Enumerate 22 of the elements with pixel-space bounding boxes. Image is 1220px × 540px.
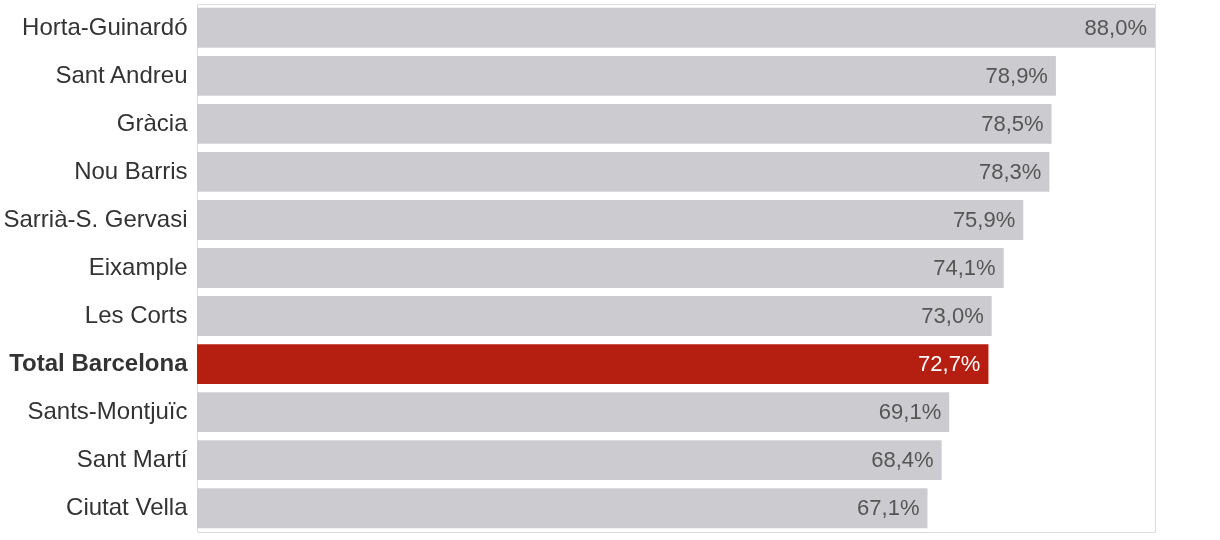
data-label: 69,1% bbox=[878, 399, 942, 425]
y-tick-label: Sarrià-S. Gervasi bbox=[3, 204, 188, 232]
data-label: 75,9% bbox=[952, 206, 1016, 232]
data-label: 72,7% bbox=[918, 351, 981, 377]
data-label: 78,5% bbox=[981, 110, 1044, 136]
data-label: 88,0% bbox=[1084, 14, 1147, 40]
y-tick-label: Total Barcelona bbox=[9, 349, 189, 377]
y-tick-label: Sant Andreu bbox=[55, 60, 188, 88]
data-label: 67,1% bbox=[857, 495, 920, 521]
y-tick-label: Gràcia bbox=[116, 108, 189, 136]
data-label: 74,1% bbox=[933, 255, 996, 280]
data-label: 73,0% bbox=[921, 303, 984, 329]
y-tick-label: Eixample bbox=[88, 253, 188, 280]
data-label: 78,3% bbox=[979, 158, 1042, 184]
y-tick-label: Ciutat Vella bbox=[66, 493, 189, 521]
y-tick-label: Sant Martí bbox=[76, 445, 188, 473]
data-label: 78,9% bbox=[985, 62, 1048, 88]
y-tick-label: Les Corts bbox=[84, 301, 188, 329]
y-tick-label: Sants-Montjuïc bbox=[27, 397, 188, 425]
y-tick-label: Horta-Guinardó bbox=[22, 12, 188, 40]
y-tick-label: Nou Barris bbox=[74, 156, 188, 184]
data-label: 68,4% bbox=[871, 447, 934, 473]
